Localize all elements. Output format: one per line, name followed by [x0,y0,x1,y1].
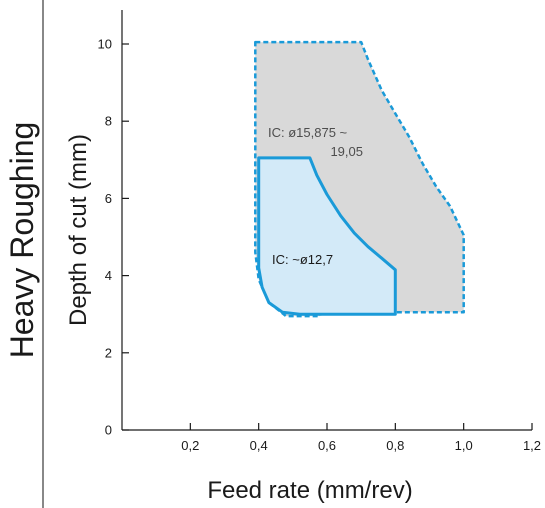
side-title: Heavy Roughing [4,122,40,359]
region-label-large: 19,05 [330,144,363,159]
region-label-large: IC: ø15,875 ~ [268,125,348,140]
x-tick-label: 0,4 [250,438,268,453]
y-tick-label: 8 [105,114,112,129]
region-label-small: IC: ~ø12,7 [272,252,333,267]
x-tick-label: 0,6 [318,438,336,453]
x-axis-label: Feed rate (mm/rev) [207,477,412,504]
x-tick-label: 0,2 [181,438,199,453]
ticks: 0,2 0,4 0,6 0,8 1,0 1,2 0 2 4 6 8 10 [98,37,542,454]
region-small-insert [257,156,397,316]
y-tick-label: 0 [105,423,112,438]
y-axis-label: Depth of cut (mm) [65,134,92,326]
y-tick-label: 10 [98,37,112,52]
y-tick-label: 4 [105,268,112,283]
y-tick-label: 6 [105,191,112,206]
x-tick-label: 1,0 [455,438,473,453]
y-tick-label: 2 [105,345,112,360]
x-tick-label: 1,2 [523,438,541,453]
regions: IC: ø15,875 ~ 19,05 IC: ~ø12,7 [254,40,465,318]
x-tick-label: 0,8 [386,438,404,453]
